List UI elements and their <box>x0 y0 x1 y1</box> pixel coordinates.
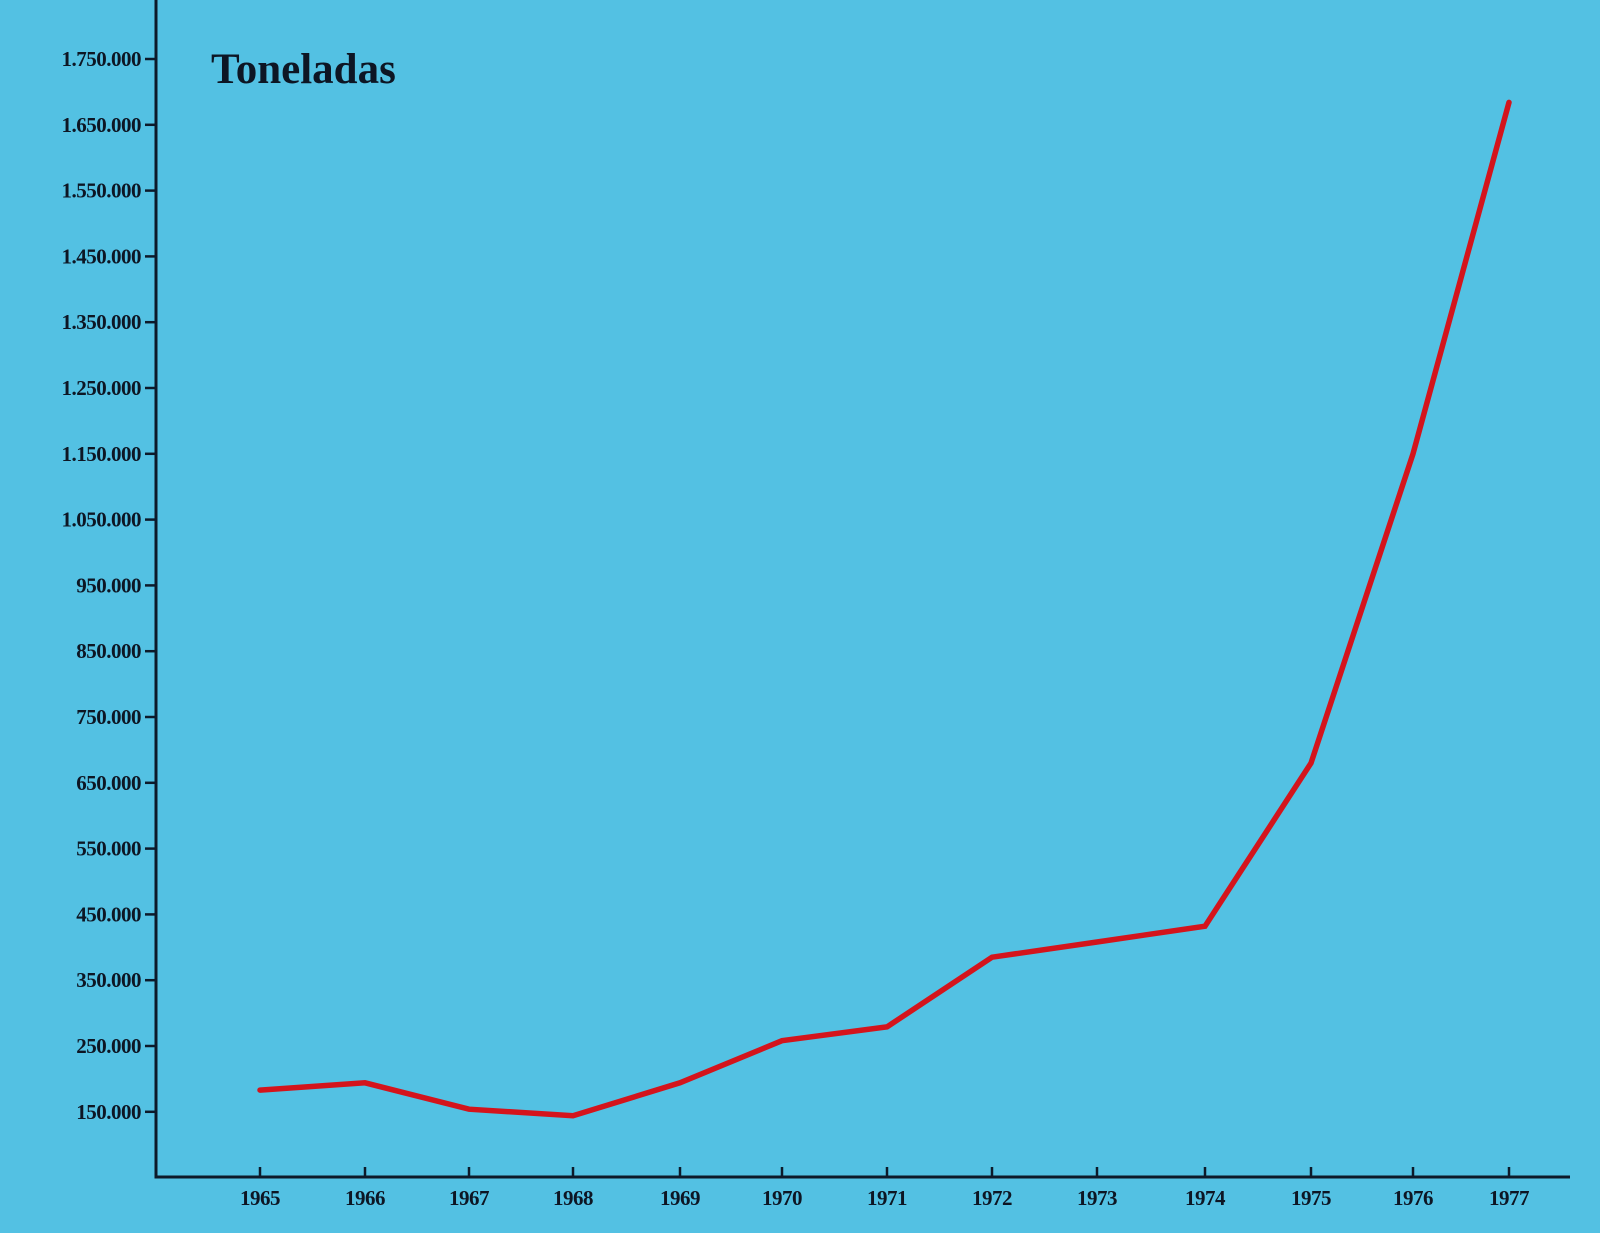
chart-title: Toneladas <box>211 46 396 93</box>
x-tick-label: 1967 <box>449 1186 489 1210</box>
y-tick-label: 1.650.000 <box>62 113 142 137</box>
x-tick-label: 1975 <box>1291 1186 1331 1210</box>
y-tick-label: 350.000 <box>76 968 141 992</box>
y-axis: 150.000 250.000 350.000 450.000 550.000 650.0… <box>62 0 158 1179</box>
y-tick-label: 1.550.000 <box>62 179 142 203</box>
x-tick-label: 1976 <box>1393 1186 1433 1210</box>
x-tick-label: 1973 <box>1077 1186 1117 1210</box>
x-tick-label: 1974 <box>1185 1186 1226 1210</box>
y-tick-label: 850.000 <box>76 639 141 663</box>
data-series <box>257 99 1512 1119</box>
x-tick-label: 1969 <box>660 1186 700 1210</box>
x-tick-label: 1971 <box>867 1186 907 1210</box>
y-tick-label: 250.000 <box>76 1034 141 1058</box>
y-tick-label: 550.000 <box>76 837 141 861</box>
x-tick-label: 1970 <box>762 1186 802 1210</box>
y-tick-label: 1.050.000 <box>62 508 142 532</box>
series-line <box>257 99 1512 1119</box>
y-tick-label: 150.000 <box>76 1100 141 1124</box>
x-tick-label: 1968 <box>553 1186 593 1210</box>
y-tick-label: 750.000 <box>76 705 141 729</box>
y-tick-label: 1.250.000 <box>62 376 142 400</box>
x-tick-label: 1977 <box>1489 1186 1529 1210</box>
y-tick-label: 950.000 <box>76 573 141 597</box>
x-tick-label: 1965 <box>240 1186 280 1210</box>
x-axis: 1965 1966 1967 1968 1969 1970 1971 1972 1973 1974… <box>154 1167 1570 1210</box>
y-tick-label: 450.000 <box>76 902 141 926</box>
y-tick-label: 650.000 <box>76 771 141 795</box>
x-tick-label: 1972 <box>972 1186 1012 1210</box>
y-tick-label: 1.150.000 <box>62 442 142 466</box>
y-tick-label: 1.750.000 <box>62 47 142 71</box>
y-tick-label: 1.350.000 <box>62 310 142 334</box>
y-tick-label: 1.450.000 <box>62 244 142 268</box>
x-tick-label: 1966 <box>345 1186 385 1210</box>
